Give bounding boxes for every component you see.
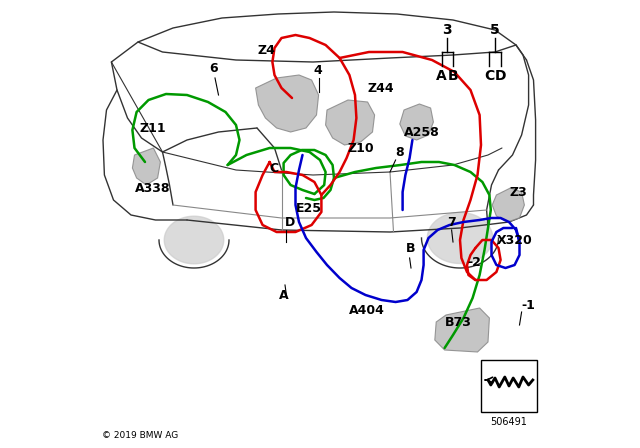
Text: A258: A258	[404, 125, 440, 138]
Polygon shape	[255, 75, 319, 132]
Text: © 2019 BMW AG: © 2019 BMW AG	[102, 431, 178, 439]
Bar	[481, 360, 537, 412]
Text: Z10: Z10	[348, 142, 374, 155]
Text: 3: 3	[443, 23, 452, 37]
Text: C: C	[484, 69, 495, 83]
Text: A338: A338	[134, 181, 170, 194]
Polygon shape	[132, 148, 161, 185]
Polygon shape	[428, 212, 493, 263]
Text: Z44: Z44	[367, 82, 394, 95]
Text: X320: X320	[497, 233, 532, 246]
Text: Z4: Z4	[257, 43, 275, 56]
Text: A: A	[280, 289, 289, 302]
Text: -1: -1	[522, 298, 536, 311]
Text: 5: 5	[490, 23, 500, 37]
Text: Z11: Z11	[140, 121, 166, 134]
Text: B: B	[405, 241, 415, 254]
Text: 8: 8	[396, 146, 404, 159]
Text: 506491: 506491	[491, 417, 527, 427]
Text: 6: 6	[209, 61, 218, 74]
Text: B73: B73	[445, 315, 472, 328]
Text: Z3: Z3	[509, 185, 527, 198]
Polygon shape	[492, 188, 524, 222]
Polygon shape	[400, 104, 433, 140]
Text: 7: 7	[447, 215, 456, 228]
Polygon shape	[435, 308, 490, 352]
Text: -2: -2	[467, 255, 481, 268]
Polygon shape	[326, 100, 374, 145]
Text: A404: A404	[349, 303, 385, 316]
Text: D: D	[495, 69, 506, 83]
Text: D: D	[285, 215, 295, 228]
Polygon shape	[164, 216, 224, 264]
Text: C: C	[269, 161, 279, 175]
Text: 4: 4	[313, 64, 322, 77]
Text: A: A	[436, 69, 447, 83]
Text: B: B	[448, 69, 458, 83]
Text: E25: E25	[296, 202, 321, 215]
